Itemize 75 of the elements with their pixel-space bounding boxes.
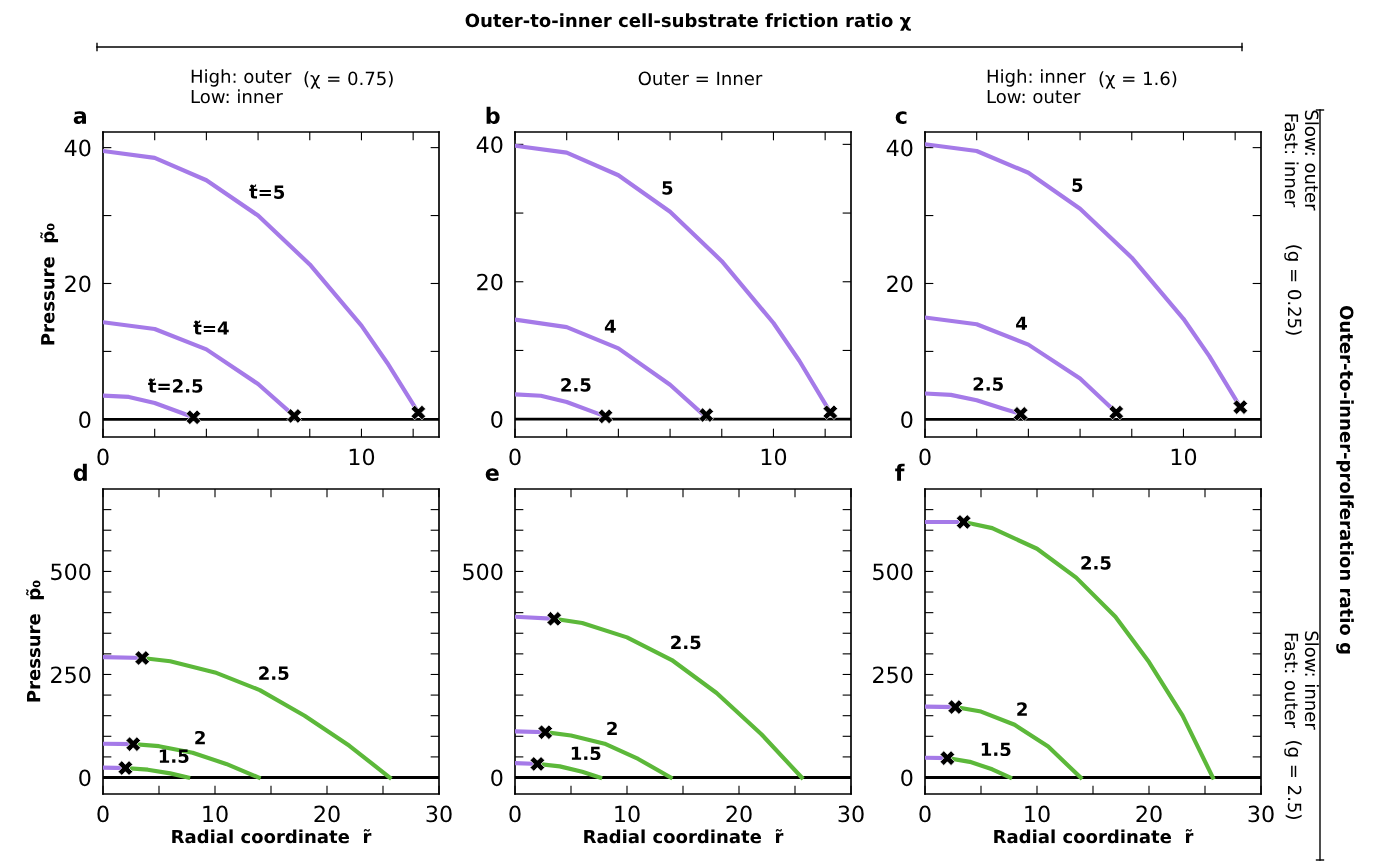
chart-title: c [895,111,907,124]
x-axis-title: Radial coordinate r̃ [584,829,784,844]
x-axis-title: Radial coordinate r̃ [994,829,1194,844]
y-tick-label: 40 [64,139,91,157]
y-axis-title: Pressure p̃₀ [40,223,59,345]
series-label: 4 [604,319,616,333]
y-tick-label: 20 [887,275,913,293]
x-axis-title: Radial coordinate r̃ [172,829,372,844]
series-label: 2 [607,721,617,736]
y-tick-label: 0 [491,411,503,428]
text: (g = 2.5) [1284,741,1302,819]
y-tick-label: 40 [886,139,913,157]
text: Outer-to-inner cell-substrate friction ratio χ [465,13,911,31]
x-tick-label: 10 [349,448,375,466]
x-tick-label: 0 [509,805,521,823]
x-tick-label: 10 [761,448,787,466]
text: (χ = 0.75) [304,71,393,89]
y-tick-label: 500 [873,563,913,581]
series-label: 4 [1016,316,1027,330]
y-tick-label: 0 [901,769,913,787]
y-tick-label: 40 [476,136,503,154]
text: Outer = Inner [638,71,763,86]
chart-title: d [73,463,87,481]
y-tick-label: 250 [51,666,91,684]
chart-title: f [895,463,905,481]
y-tick-label: 0 [491,769,503,787]
x-tick-label: 10 [1171,448,1197,466]
series-label: t̃=4 [193,320,229,335]
series-label: t̃=2.5 [148,378,203,393]
chart-title: e [485,468,499,481]
series-label: 5 [1072,178,1083,192]
series-label: 2.5 [259,666,289,681]
series-label: t̃=5 [249,184,285,199]
text: Outer-to-inner-prolferation ratio g [1336,305,1354,654]
series-label: 5 [662,181,673,195]
y-tick-label: 250 [873,666,913,684]
series-label: 2 [195,730,205,745]
x-tick-label: 30 [838,805,864,823]
series-label: 2.5 [973,377,1003,391]
x-tick-label: 10 [615,805,640,823]
chart-title: a [73,111,87,124]
y-tick-label: 0 [79,769,91,787]
chart-title: b [486,106,500,124]
text: Slow: outer Fast: inner [1284,110,1319,211]
series-label: 2 [1017,702,1027,716]
y-tick-label: 0 [79,411,91,429]
x-tick-label: 10 [1025,805,1050,823]
series-label: 1.5 [981,742,1011,757]
y-tick-label: 500 [463,563,503,581]
x-tick-label: 20 [1136,805,1162,823]
x-tick-label: 0 [509,448,521,466]
series-label: 2.5 [671,635,701,650]
series-label: 1.5 [159,749,189,763]
x-tick-label: 0 [97,805,109,823]
y-tick-label: 0 [901,411,913,429]
series-label: 2.5 [561,378,591,392]
text: Slow: inner Fast: outer [1284,631,1319,730]
x-tick-label: 20 [726,805,752,823]
x-tick-label: 0 [919,805,931,823]
x-tick-label: 30 [426,805,452,823]
series-label: 2.5 [1081,555,1111,570]
x-tick-label: 10 [203,805,228,823]
y-tick-label: 20 [477,273,503,291]
x-tick-label: 0 [919,448,931,466]
y-axis-title: Pressure p̃₀ [26,580,44,702]
text: (g = 0.25) [1284,245,1302,335]
text: High: inner Low: outer [987,69,1086,104]
text: High: outer Low: inner [191,69,292,104]
x-tick-label: 20 [314,805,340,823]
y-tick-label: 20 [65,275,91,293]
series-label: 1.5 [571,746,601,761]
x-tick-label: 0 [97,448,109,466]
x-tick-label: 30 [1248,805,1274,823]
y-tick-label: 500 [51,563,91,581]
text: (χ = 1.6) [1099,71,1177,89]
